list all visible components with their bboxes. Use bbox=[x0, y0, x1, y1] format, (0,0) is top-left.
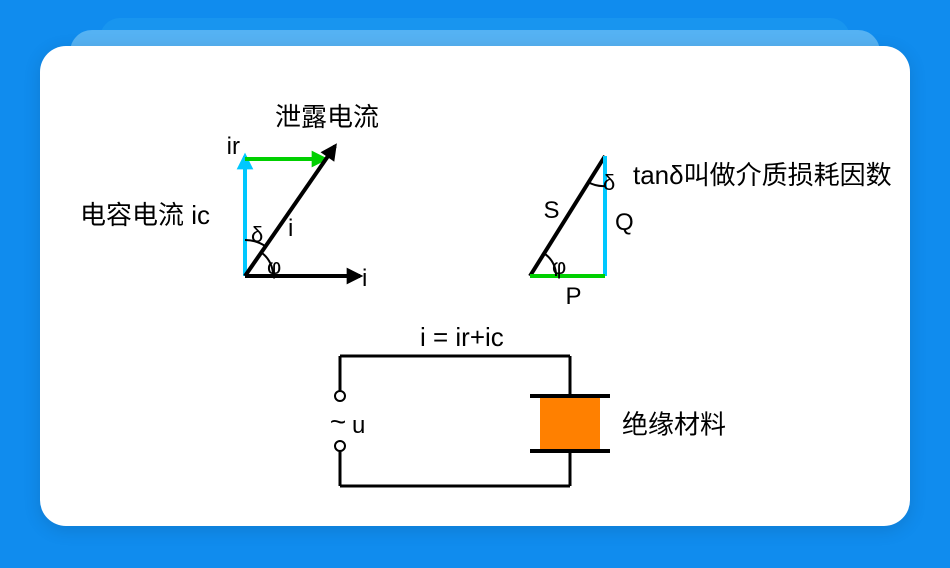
side-S bbox=[530, 156, 605, 276]
label-phi-r: φ bbox=[552, 254, 566, 279]
label-i-axis: i bbox=[362, 265, 367, 292]
equation: i = ir+ic bbox=[420, 322, 504, 352]
label-material: 绝缘材料 bbox=[622, 410, 726, 440]
label-phi-left: φ bbox=[267, 254, 281, 279]
label-i-vec: i bbox=[288, 215, 293, 242]
label-ic: 电容电流 ic bbox=[80, 200, 210, 230]
label-ir: ir bbox=[227, 133, 240, 160]
label-P: P bbox=[566, 283, 582, 310]
label-delta-r: δ bbox=[603, 170, 615, 195]
source-sine: ~ bbox=[330, 406, 346, 437]
diagram-svg: 泄露电流ir电容电流 iciiφδSQPφδtanδ叫做介质损耗因数i = ir… bbox=[40, 46, 910, 526]
source-terminal-top bbox=[335, 391, 345, 401]
label-leak-current: 泄露电流 bbox=[275, 102, 379, 132]
label-delta-left: δ bbox=[251, 222, 263, 247]
label-S: S bbox=[544, 197, 560, 224]
vector-i bbox=[245, 146, 335, 276]
label-Q: Q bbox=[615, 209, 634, 236]
dielectric-block bbox=[540, 398, 600, 449]
main-card: 泄露电流ir电容电流 iciiφδSQPφδtanδ叫做介质损耗因数i = ir… bbox=[40, 46, 910, 526]
note-tan-delta: tanδ叫做介质损耗因数 bbox=[633, 160, 892, 190]
source-terminal-bot bbox=[335, 441, 345, 451]
label-u: u bbox=[352, 412, 365, 439]
